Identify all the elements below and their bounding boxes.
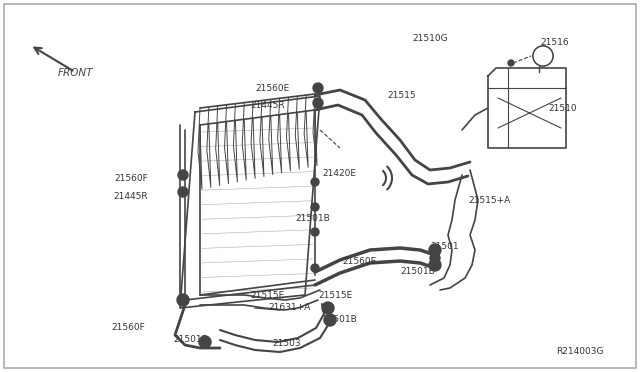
Circle shape — [178, 295, 188, 305]
Circle shape — [177, 294, 189, 306]
Text: 21445R: 21445R — [113, 192, 148, 201]
Circle shape — [311, 228, 319, 236]
Text: 21515E: 21515E — [250, 291, 284, 299]
Circle shape — [313, 98, 323, 108]
Text: 21560F: 21560F — [115, 173, 148, 183]
Text: 21560E: 21560E — [256, 83, 290, 93]
Text: 21515+A: 21515+A — [468, 196, 510, 205]
Circle shape — [533, 46, 553, 66]
Text: 21501: 21501 — [430, 241, 459, 250]
Circle shape — [508, 60, 514, 66]
Text: FRONT: FRONT — [58, 68, 93, 78]
Circle shape — [178, 170, 188, 180]
Circle shape — [429, 259, 441, 271]
Circle shape — [313, 83, 323, 93]
Text: 21503: 21503 — [272, 340, 301, 349]
Text: 21501B: 21501B — [295, 214, 330, 222]
Text: 21515E: 21515E — [318, 291, 352, 299]
Circle shape — [311, 264, 319, 272]
Text: 21516: 21516 — [540, 38, 568, 46]
Circle shape — [430, 253, 440, 263]
Circle shape — [324, 314, 336, 326]
Text: R214003G: R214003G — [556, 347, 604, 356]
Text: 21631+A: 21631+A — [268, 304, 310, 312]
Text: 21501B: 21501B — [322, 315, 356, 324]
Text: 21510: 21510 — [548, 103, 577, 112]
Text: 21445R: 21445R — [250, 100, 285, 109]
Circle shape — [533, 46, 553, 66]
Text: 21501B: 21501B — [173, 336, 208, 344]
Circle shape — [311, 178, 319, 186]
Text: 21560E: 21560E — [342, 257, 376, 266]
Text: 21510G: 21510G — [412, 33, 447, 42]
Circle shape — [429, 244, 441, 256]
Text: 21420E: 21420E — [322, 169, 356, 177]
Circle shape — [322, 302, 334, 314]
Text: 21515: 21515 — [387, 90, 416, 99]
Circle shape — [311, 203, 319, 211]
Text: 21501B: 21501B — [400, 266, 435, 276]
Text: 21560F: 21560F — [111, 324, 145, 333]
Circle shape — [178, 187, 188, 197]
Circle shape — [199, 336, 211, 348]
